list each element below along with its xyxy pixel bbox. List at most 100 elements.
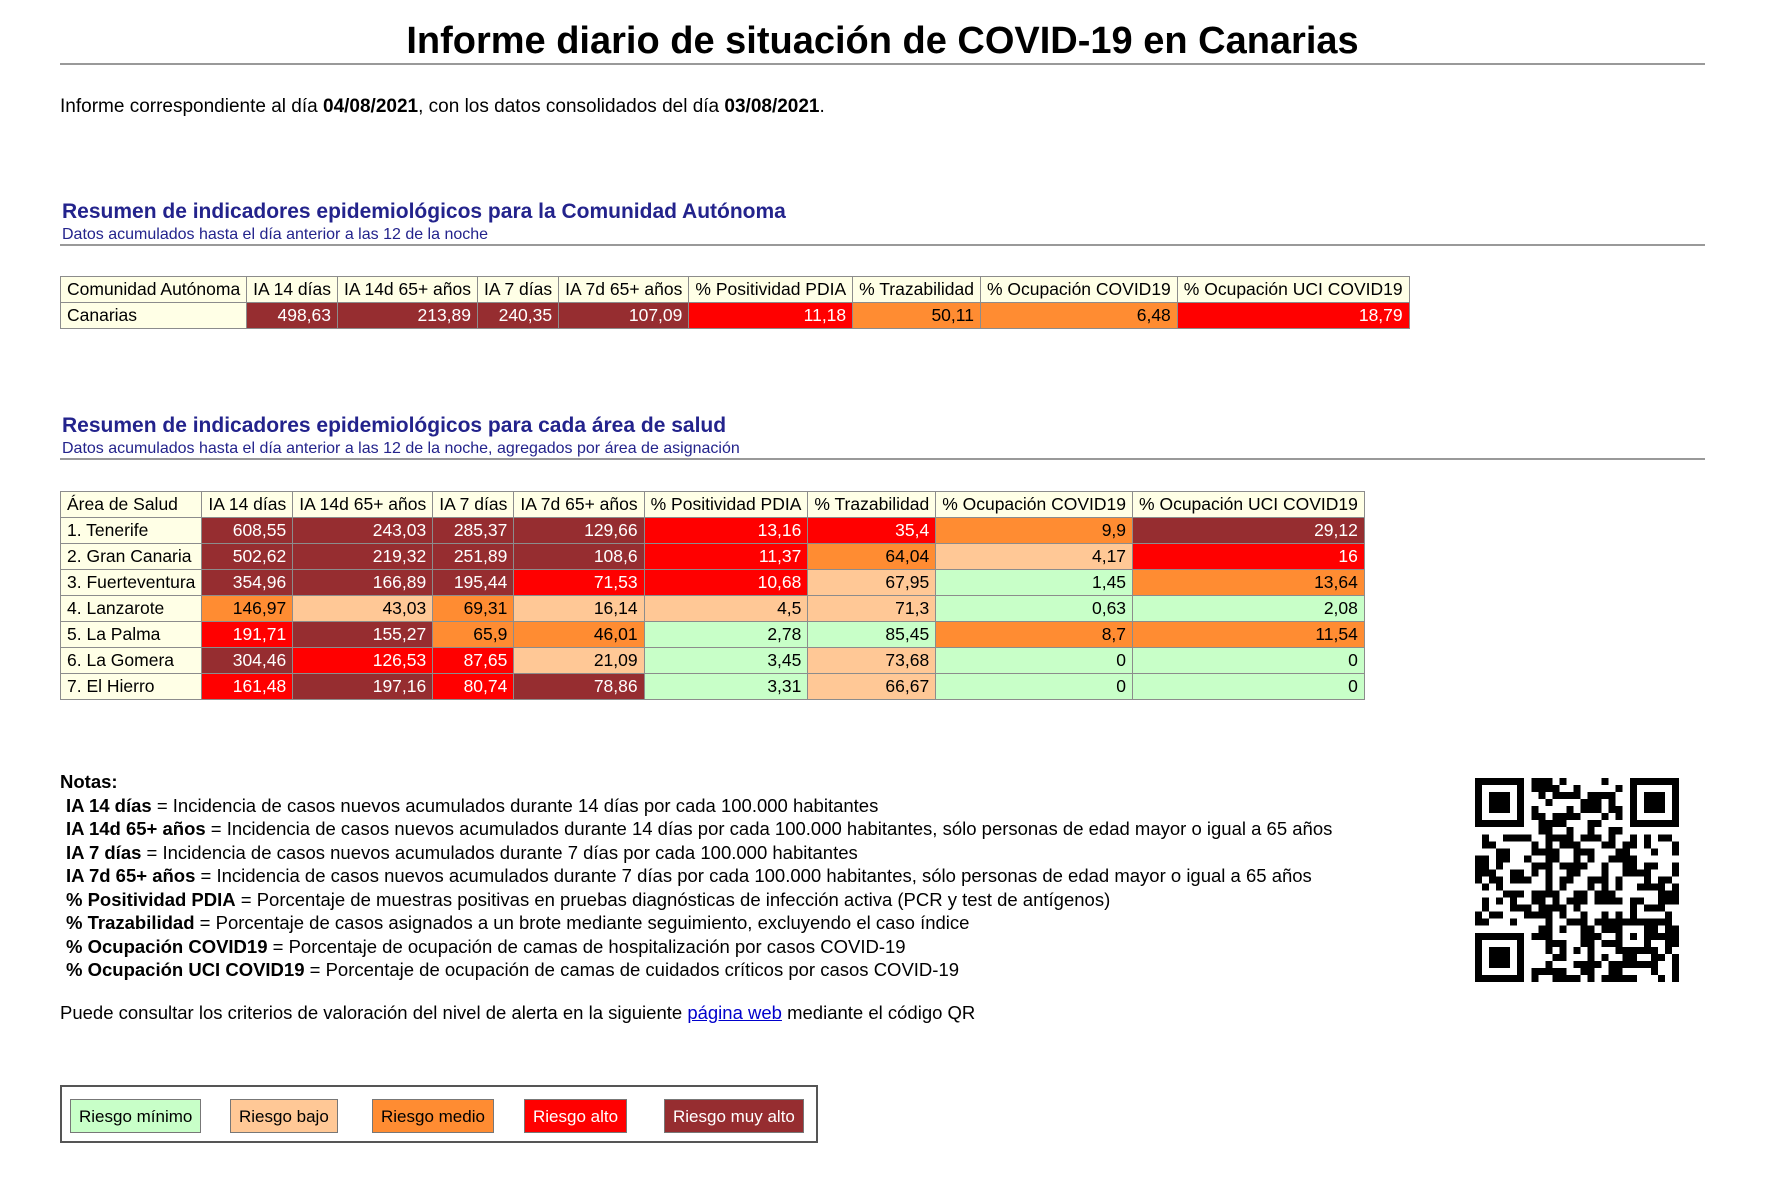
value-cell: 80,74 (432, 673, 515, 700)
row-name-cell: 1. Tenerife (59, 517, 203, 544)
column-header: IA 7d 65+ años (558, 276, 690, 303)
note-item: % Ocupación UCI COVID19 = Porcentaje de … (60, 958, 1332, 982)
row-name-cell: 6. La Gomera (59, 647, 203, 674)
note-term: % Ocupación COVID19 (66, 935, 268, 957)
value-cell: 126,53 (292, 647, 434, 674)
column-header: Comunidad Autónoma (59, 276, 248, 303)
value-cell: 608,55 (201, 517, 294, 544)
column-header: IA 7d 65+ años (513, 491, 645, 518)
value-cell: 107,09 (558, 302, 690, 329)
column-header: % Ocupación COVID19 (935, 491, 1134, 518)
value-cell: 166,89 (292, 569, 434, 596)
value-cell: 502,62 (201, 543, 294, 570)
report-middle: , con los datos consolidados del día (418, 96, 725, 117)
note-item: IA 7 días = Incidencia de casos nuevos a… (60, 841, 1332, 865)
health-area-indicators-table: Área de Salud IA 14 días IA 14d 65+ años IA… (59, 491, 1365, 700)
value-cell: 71,3 (807, 595, 937, 622)
value-cell: 73,68 (807, 647, 937, 674)
value-cell: 11,18 (688, 302, 854, 329)
table-row: 5. La Palma 191,71 155,27 65,9 46,01 2,78 85,4… (59, 621, 1365, 648)
value-cell: 2,08 (1132, 595, 1365, 622)
value-cell: 354,96 (201, 569, 294, 596)
note-item: IA 14d 65+ años = Incidencia de casos nu… (60, 817, 1332, 841)
value-cell: 0 (1132, 647, 1365, 674)
note-term: IA 14d 65+ años (66, 818, 206, 839)
column-header: % Ocupación UCI COVID19 (1132, 491, 1365, 518)
note-term: % Trazabilidad (66, 912, 195, 933)
table-row: 1. Tenerife 608,55 243,03 285,37 129,66 13,16… (59, 517, 1365, 544)
value-cell: 78,86 (513, 673, 645, 700)
consult-prefix: Puede consultar los criterios de valorac… (60, 1002, 688, 1023)
column-header: Área de Salud (59, 491, 203, 518)
value-cell: 43,03 (292, 595, 434, 622)
legend-item-muyalto: Riesgo muy alto (664, 1099, 804, 1133)
legend-item-bajo: Riesgo bajo (230, 1099, 338, 1133)
value-cell: 8,7 (935, 621, 1134, 648)
page-title: Informe diario de situación de COVID-19 … (406, 20, 1359, 62)
column-header: % Trazabilidad (807, 491, 937, 518)
value-cell: 0 (935, 673, 1134, 700)
value-cell: 0,63 (935, 595, 1134, 622)
row-name-cell: Canarias (59, 302, 248, 329)
value-cell: 219,32 (292, 543, 434, 570)
table-header-row: Área de Salud IA 14 días IA 14d 65+ años IA… (59, 491, 1365, 518)
value-cell: 3,45 (643, 647, 809, 674)
report-date: 04/08/2021 (323, 96, 419, 117)
section-community-subtitle: Datos acumulados hasta el día anterior a… (62, 226, 489, 243)
row-name-cell: 3. Fuerteventura (59, 569, 203, 596)
value-cell: 10,68 (643, 569, 809, 596)
value-cell: 21,09 (513, 647, 645, 674)
column-header: % Ocupación UCI COVID19 (1176, 276, 1410, 303)
notes-block: Notas: IA 14 días = Incidencia de casos … (60, 770, 1332, 982)
note-definition: = Porcentaje de muestras positivas en pr… (235, 888, 1111, 910)
value-cell: 35,4 (807, 517, 937, 544)
consult-suffix: mediante el código QR (781, 1002, 976, 1023)
value-cell: 9,9 (935, 517, 1134, 544)
value-cell: 85,45 (807, 621, 937, 648)
column-header: IA 7 días (432, 491, 515, 518)
value-cell: 240,35 (477, 302, 560, 329)
value-cell: 251,89 (432, 543, 515, 570)
note-term: % Positividad PDIA (66, 888, 236, 910)
table-row: 6. La Gomera 304,46 126,53 87,65 21,09 3,45 73… (59, 647, 1365, 674)
value-cell: 65,9 (432, 621, 515, 648)
qr-code-icon[interactable] (1475, 778, 1679, 982)
value-cell: 0 (935, 647, 1134, 674)
value-cell: 0 (1132, 673, 1365, 700)
report-date-line: Informe correspondiente al día 04/08/202… (60, 96, 825, 118)
table-row: Canarias 498,63 213,89 240,35 107,09 11,18 50,… (59, 302, 1410, 329)
table-row: 2. Gran Canaria 502,62 219,32 251,89 108,6 11… (59, 543, 1365, 570)
row-name-cell: 7. El Hierro (59, 673, 203, 700)
table-row: 4. Lanzarote 146,97 43,03 69,31 16,14 4,5 71,3… (59, 595, 1365, 622)
value-cell: 304,46 (201, 647, 294, 674)
web-page-link[interactable]: página web (687, 1002, 782, 1023)
legend-item-alto: Riesgo alto (524, 1099, 628, 1133)
table-row: 3. Fuerteventura 354,96 166,89 195,44 71,53 1… (59, 569, 1365, 596)
legend-item-medio: Riesgo medio (372, 1099, 494, 1133)
report-suffix: . (819, 96, 825, 117)
note-item: IA 14 días = Incidencia de casos nuevos … (60, 794, 1332, 818)
value-cell: 129,66 (513, 517, 645, 544)
value-cell: 146,97 (201, 595, 294, 622)
community-indicators-table: Comunidad Autónoma IA 14 días IA 14d 65+ a… (59, 276, 1410, 329)
value-cell: 71,53 (513, 569, 645, 596)
value-cell: 243,03 (292, 517, 434, 544)
value-cell: 285,37 (432, 517, 515, 544)
column-header: IA 7 días (477, 276, 560, 303)
section-community-divider (60, 244, 1705, 246)
row-name-cell: 4. Lanzarote (59, 595, 203, 622)
value-cell: 67,95 (807, 569, 937, 596)
column-header: % Positividad PDIA (688, 276, 854, 303)
note-item: IA 7d 65+ años = Incidencia de casos nue… (60, 864, 1332, 888)
value-cell: 161,48 (201, 673, 294, 700)
note-item: % Positividad PDIA = Porcentaje de muest… (60, 888, 1332, 912)
value-cell: 1,45 (935, 569, 1134, 596)
note-definition: = Incidencia de casos nuevos acumulados … (141, 841, 858, 863)
value-cell: 69,31 (432, 595, 515, 622)
value-cell: 64,04 (807, 543, 937, 570)
note-definition: = Incidencia de casos nuevos acumulados … (151, 794, 879, 816)
value-cell: 16 (1132, 543, 1365, 570)
value-cell: 155,27 (292, 621, 434, 648)
note-term: IA 14 días (66, 794, 152, 816)
column-header: IA 14d 65+ años (337, 276, 479, 303)
